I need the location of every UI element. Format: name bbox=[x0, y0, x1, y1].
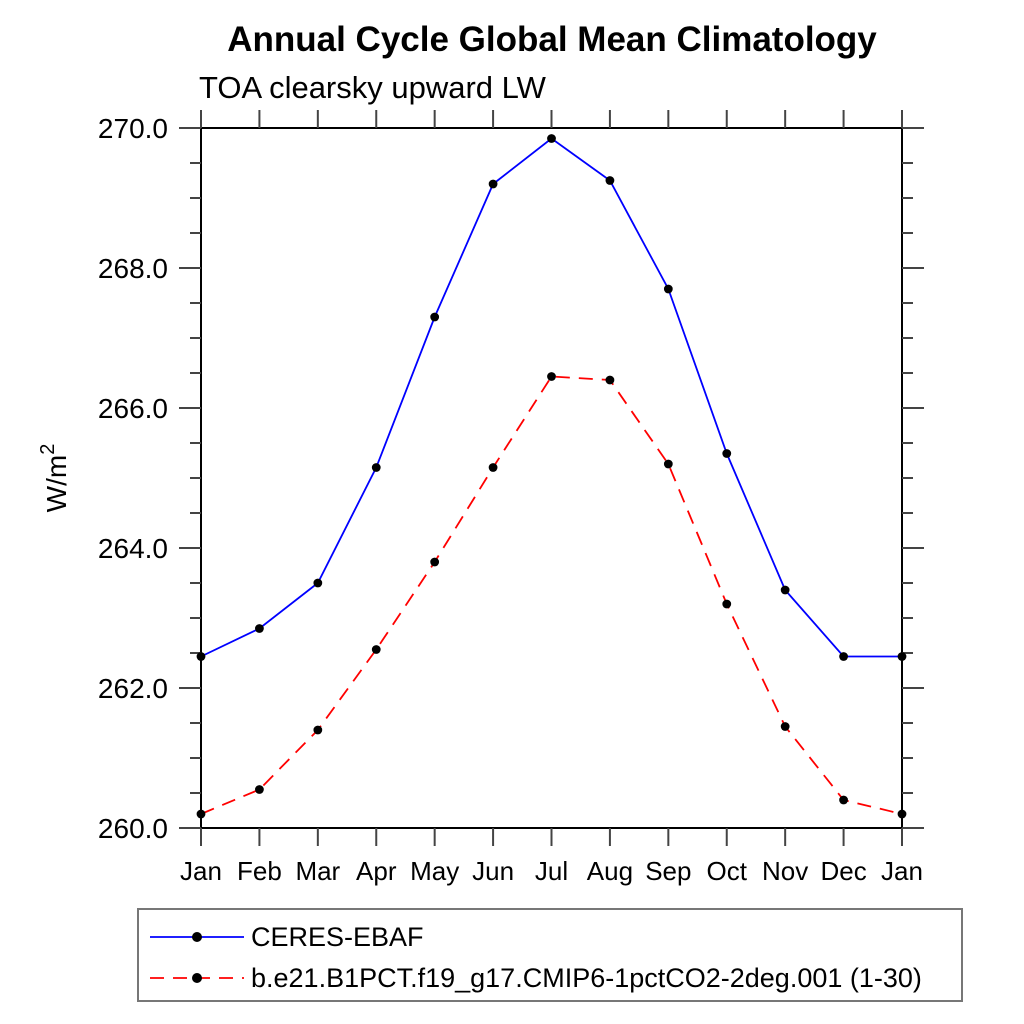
data-point bbox=[430, 312, 440, 322]
x-tick-label: Sep bbox=[645, 856, 691, 886]
x-tick-label: Oct bbox=[707, 856, 748, 886]
legend-item-ceres-ebaf: CERES-EBAF bbox=[147, 923, 424, 951]
chart-subtitle: TOA clearsky upward LW bbox=[199, 70, 546, 105]
data-point bbox=[780, 585, 790, 595]
x-tick-label: Dec bbox=[820, 856, 866, 886]
data-point bbox=[722, 449, 732, 458]
x-tick-label: Mar bbox=[295, 856, 340, 886]
legend-sample-marker bbox=[192, 973, 202, 983]
y-axis-label: W/m2 bbox=[37, 444, 72, 513]
data-point bbox=[605, 176, 615, 185]
legend-label: CERES-EBAF bbox=[251, 922, 424, 952]
data-point bbox=[839, 795, 848, 805]
x-tick-label: Jan bbox=[180, 856, 222, 886]
x-tick-label: Nov bbox=[762, 856, 808, 886]
y-tick-label: 268.0 bbox=[98, 253, 168, 284]
series-line-0 bbox=[200, 137, 902, 658]
x-tick-label: Feb bbox=[237, 856, 282, 886]
data-point bbox=[371, 463, 381, 472]
data-point bbox=[839, 652, 848, 661]
data-point bbox=[488, 179, 498, 189]
data-point bbox=[313, 725, 323, 735]
data-point bbox=[430, 557, 440, 567]
chart-title: Annual Cycle Global Mean Climatology bbox=[227, 20, 877, 59]
data-point bbox=[780, 722, 790, 731]
data-point bbox=[547, 134, 556, 143]
x-tick-label: Aug bbox=[587, 856, 633, 886]
legend-line-dashed-icon bbox=[150, 973, 244, 983]
x-tick-label: May bbox=[410, 856, 459, 886]
data-point bbox=[196, 809, 206, 819]
y-tick-label: 270.0 bbox=[98, 113, 168, 144]
data-point bbox=[663, 459, 673, 469]
legend: CERES-EBAF b.e21.B1PCT.f19_g17.CMIP6-1pc… bbox=[137, 908, 963, 1002]
x-tick-label: Jun bbox=[472, 856, 514, 886]
data-point bbox=[897, 652, 907, 661]
series-line-1 bbox=[200, 375, 903, 815]
x-tick-label: Jul bbox=[535, 856, 568, 886]
data-point bbox=[371, 645, 381, 654]
legend-item-model: b.e21.B1PCT.f19_g17.CMIP6-1pctCO2-2deg.0… bbox=[147, 964, 922, 992]
x-tick-label: Apr bbox=[356, 856, 397, 886]
data-point bbox=[255, 785, 264, 794]
legend-line-solid-icon bbox=[150, 932, 244, 942]
data-point bbox=[897, 809, 907, 819]
y-tick-label: 266.0 bbox=[98, 393, 168, 424]
data-point bbox=[488, 463, 498, 472]
data-point bbox=[722, 599, 732, 609]
data-point bbox=[255, 624, 264, 633]
data-point bbox=[663, 284, 673, 294]
y-tick-label: 260.0 bbox=[98, 813, 168, 844]
data-point bbox=[313, 578, 323, 588]
x-tick-label: Jan bbox=[881, 856, 923, 886]
legend-sample-marker bbox=[192, 932, 202, 942]
plot-frame bbox=[200, 127, 903, 829]
data-point bbox=[605, 375, 615, 385]
legend-label: b.e21.B1PCT.f19_g17.CMIP6-1pctCO2-2deg.0… bbox=[251, 963, 922, 993]
data-point bbox=[196, 652, 206, 661]
y-tick-label: 264.0 bbox=[98, 533, 168, 564]
data-point bbox=[547, 372, 556, 381]
y-tick-label: 262.0 bbox=[98, 673, 168, 704]
